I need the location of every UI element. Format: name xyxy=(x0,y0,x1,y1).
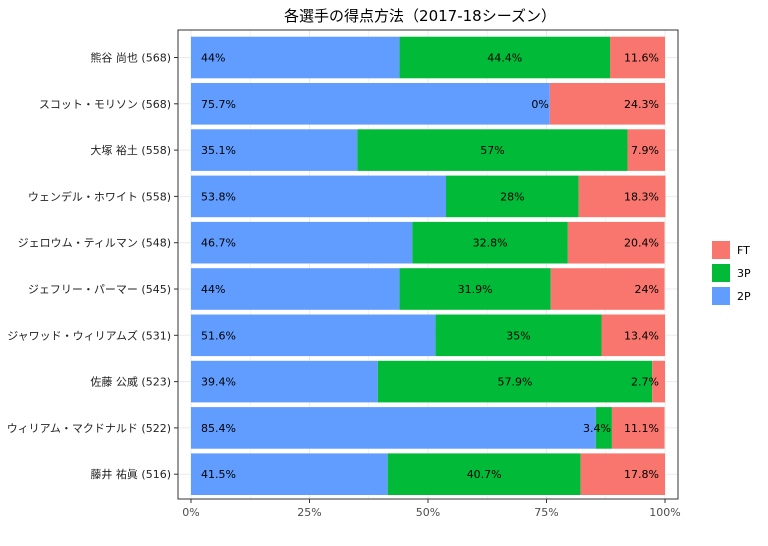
data-label-3p: 0% xyxy=(531,98,548,111)
data-label-2p: 44% xyxy=(201,283,225,296)
data-label-ft: 11.1% xyxy=(624,422,659,435)
bar-ft xyxy=(611,407,665,449)
data-label-ft: 24.3% xyxy=(624,98,659,111)
bars xyxy=(191,36,666,495)
legend-key-3p xyxy=(712,264,730,282)
y-axis: 熊谷 尚也 (568) スコット・モリソン (568) 大塚 裕土 (558) ウェン… xyxy=(7,51,178,481)
bar-ft xyxy=(578,175,666,218)
x-tick-label: 100% xyxy=(649,506,680,519)
data-label-3p: 57.9% xyxy=(498,376,533,389)
bar-2p xyxy=(191,407,596,449)
bar-2p xyxy=(191,221,413,264)
x-tick-label: 0% xyxy=(182,506,199,519)
y-tick-label: 藤井 祐眞 (516) xyxy=(90,467,171,481)
bar-3p xyxy=(412,221,568,264)
data-label-ft: 20.4% xyxy=(624,237,659,250)
y-tick-label: ウェンデル・ホワイト (558) xyxy=(28,189,171,203)
y-tick-label: ウィリアム・マクドナルド (522) xyxy=(7,422,171,435)
legend-label-2p: 2P xyxy=(737,290,751,303)
legend-key-2p xyxy=(712,287,730,305)
data-label-3p: 40.7% xyxy=(467,468,502,481)
bar-2p xyxy=(191,175,447,218)
data-labels: 44% 44.4% 11.6% 75.7% 0% 24.3% 35.1% 57% 7.9% 53.… xyxy=(201,52,659,482)
data-label-2p: 85.4% xyxy=(201,422,236,435)
legend: FT 3P 2P xyxy=(712,241,751,305)
data-label-2p: 46.7% xyxy=(201,237,236,250)
bar-ft xyxy=(652,360,665,403)
y-tick-label: ジェフリー・パーマー (545) xyxy=(28,283,171,296)
data-label-3p: 28% xyxy=(500,190,524,203)
legend-key-ft xyxy=(712,241,730,259)
bar-2p xyxy=(191,36,400,79)
data-label-ft: 17.8% xyxy=(624,468,659,481)
data-label-3p: 3.4% xyxy=(583,422,611,435)
bar-2p xyxy=(191,453,388,495)
bar-2p xyxy=(191,360,378,403)
chart-title: 各選手の得点方法（2017-18シーズン） xyxy=(284,7,556,25)
data-label-ft: 13.4% xyxy=(624,329,659,342)
y-tick-label: 大塚 裕土 (558) xyxy=(90,143,171,157)
y-tick-label: 佐藤 公威 (523) xyxy=(90,375,171,389)
bar-3p xyxy=(377,360,653,403)
data-label-3p: 35% xyxy=(506,329,530,342)
data-label-ft: 11.6% xyxy=(624,52,659,65)
bar-ft xyxy=(567,221,665,264)
bar-2p xyxy=(191,83,550,125)
x-tick-label: 25% xyxy=(297,506,321,519)
bar-ft xyxy=(610,36,665,79)
data-label-2p: 75.7% xyxy=(201,98,236,111)
data-label-2p: 53.8% xyxy=(201,190,236,203)
data-label-2p: 51.6% xyxy=(201,329,236,342)
data-label-2p: 41.5% xyxy=(201,468,236,481)
bar-3p xyxy=(435,314,602,357)
x-axis: 0% 25% 50% 75% 100% xyxy=(182,499,681,519)
data-label-ft: 24% xyxy=(635,283,659,296)
bar-ft xyxy=(550,268,665,310)
legend-label-ft: FT xyxy=(737,244,750,257)
bar-3p xyxy=(446,175,579,218)
y-tick-label: ジャワッド・ウィリアムズ (531) xyxy=(7,328,171,342)
bar-ft xyxy=(580,453,665,495)
data-label-3p: 57% xyxy=(480,144,504,157)
x-tick-label: 75% xyxy=(534,506,558,519)
bar-3p xyxy=(595,407,612,449)
data-label-ft: 7.9% xyxy=(631,144,659,157)
y-tick-label: 熊谷 尚也 (568) xyxy=(90,51,171,65)
bar-ft xyxy=(549,83,665,125)
data-label-ft: 2.7% xyxy=(631,376,659,389)
data-label-3p: 32.8% xyxy=(473,237,508,250)
bar-2p xyxy=(191,314,436,357)
bar-ft xyxy=(627,129,665,171)
bar-3p xyxy=(387,453,581,495)
bar-3p xyxy=(399,268,551,310)
x-tick-label: 50% xyxy=(416,506,440,519)
bar-3p xyxy=(399,36,611,79)
data-label-3p: 31.9% xyxy=(458,283,493,296)
data-label-ft: 18.3% xyxy=(624,190,659,203)
bar-2p xyxy=(191,129,358,171)
data-label-2p: 39.4% xyxy=(201,376,236,389)
data-label-2p: 44% xyxy=(201,52,225,65)
y-tick-label: スコット・モリソン (568) xyxy=(39,98,171,111)
data-label-3p: 44.4% xyxy=(487,52,522,65)
bar-2p xyxy=(191,268,400,310)
legend-label-3p: 3P xyxy=(737,267,751,280)
y-tick-label: ジェロウム・ティルマン (548) xyxy=(18,237,171,250)
bar-3p xyxy=(357,129,628,171)
bar-ft xyxy=(601,314,665,357)
data-label-2p: 35.1% xyxy=(201,144,236,157)
